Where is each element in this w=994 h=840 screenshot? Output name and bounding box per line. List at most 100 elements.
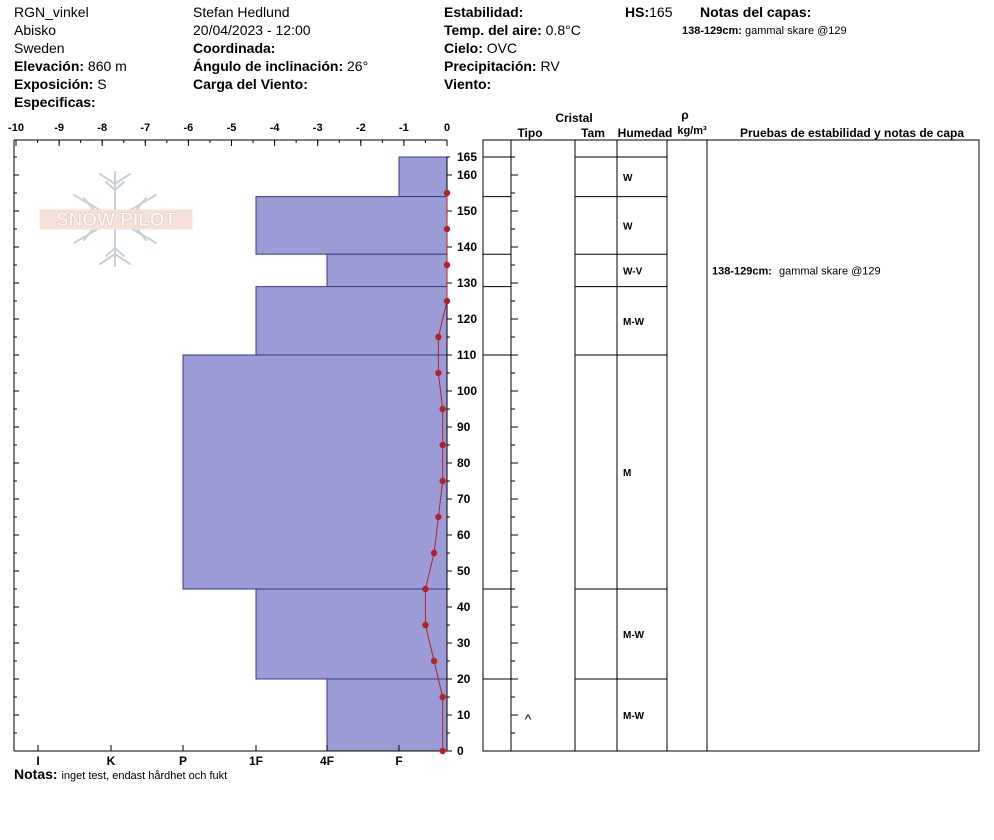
region-name: Abisko — [14, 22, 57, 38]
temp-point — [430, 657, 438, 665]
depth-axis: 0 10 20 30 40 50 60 70 80 90 100 110 120 130 140 150 160… — [14, 150, 477, 758]
temp-point — [439, 405, 446, 413]
hardness-tick-label: I — [36, 754, 39, 768]
depth-tick-label: 80 — [457, 456, 471, 470]
stability-label: Estabilidad: — [444, 4, 524, 20]
temp-tick-label: -3 — [313, 122, 323, 134]
notes-text: inget test, endast hårdhet och fukt — [61, 770, 228, 782]
temp-point — [439, 441, 446, 449]
layer-note-text: gammal skare @129 — [745, 25, 847, 37]
layer-table-frame — [482, 139, 980, 752]
table-note: 138-129cm: gammal skare @129 — [712, 265, 881, 277]
hs-row: HS:165 — [625, 3, 672, 21]
temp-point — [430, 549, 438, 557]
temp-point — [435, 333, 442, 341]
depth-tick-label: 150 — [457, 204, 477, 218]
sky-row: Cielo: OVC — [444, 39, 581, 57]
temperature-profile — [422, 189, 451, 755]
hs-label: HS: — [625, 4, 650, 20]
hardness-layers — [182, 156, 448, 752]
slope-label: Ángulo de inclinación: — [193, 58, 344, 74]
layer-note-summary: 138-129cm: gammal skare @129 — [682, 22, 847, 40]
temp-tick-label: -8 — [97, 122, 107, 134]
temp-tick-label: -5 — [227, 122, 237, 134]
depth-tick-label: 90 — [457, 420, 471, 434]
header-rho: ρ — [681, 108, 688, 122]
depth-tick-label: 120 — [457, 312, 477, 326]
layer-grain-type: ^ — [525, 711, 532, 727]
temp-profile-line — [424, 193, 448, 751]
header-moisture: Humedad — [618, 126, 673, 140]
table-note-range: 138-129cm: — [712, 265, 772, 277]
hardness-layer-bar — [255, 588, 448, 680]
layer-moisture: W — [623, 221, 633, 232]
specifics-row: Especificas: — [14, 93, 127, 111]
depth-tick-label: 160 — [457, 168, 477, 182]
elevation-label: Elevación: — [14, 58, 85, 74]
header-size: Tam — [581, 126, 605, 140]
hardness-tick-label: F — [395, 754, 402, 768]
hardness-tick-label: 1F — [249, 754, 263, 768]
depth-tick-label: 130 — [457, 276, 477, 290]
layer-moisture: W-V — [623, 266, 643, 277]
hardness-tick-label: 4F — [320, 754, 334, 768]
precip-label: Precipitación: — [444, 58, 537, 74]
hardness-layer-bar — [255, 286, 448, 356]
logo-band — [39, 209, 193, 230]
notes-row: Notas: inget test, endast hårdhet och fu… — [14, 765, 227, 785]
temp-point — [443, 225, 451, 233]
temp-tick-label: -9 — [54, 122, 64, 134]
temp-point — [439, 747, 446, 755]
table-depth-ticks — [511, 156, 518, 752]
depth-tick-label: 165 — [457, 150, 477, 164]
temp-tick-label: -4 — [270, 122, 281, 134]
depth-tick-label: 10 — [457, 708, 471, 722]
snowpilot-logo: SNOW PILOT — [39, 171, 193, 267]
temperature-axis: -10 -9 -8 -7 -6 -5 -4 -3 -2 -1 0 — [8, 122, 450, 146]
layer-note-range: 138-129cm: — [682, 25, 742, 37]
temp-tick-label: -10 — [8, 122, 24, 134]
hardness-axis: I K P 1F 4F F — [36, 745, 403, 768]
header-tests: Pruebas de estabilidad y notas de capa — [740, 126, 964, 140]
temp-point — [435, 513, 442, 521]
layer-table-rows: W W W-V M-W M M-W M-W ^ — [483, 156, 667, 727]
layer-table: W W W-V M-W M M-W M-W ^ — [482, 139, 980, 752]
temp-point — [422, 621, 429, 629]
temp-point — [439, 477, 446, 485]
layer-moisture: M — [623, 468, 631, 479]
header-type: Tipo — [517, 126, 542, 140]
wind-row: Viento: — [444, 75, 581, 93]
air-temp-value: 0.8°C — [545, 22, 581, 38]
temp-tick-label: -7 — [140, 122, 150, 134]
layer-moisture: M-W — [623, 630, 645, 641]
wind-label: Viento: — [444, 76, 492, 92]
layer-notes-label: Notas del capas: — [700, 4, 812, 20]
notes-label: Notas: — [14, 766, 58, 782]
depth-tick-label: 0 — [457, 744, 464, 758]
depth-tick-label: 50 — [457, 564, 471, 578]
depth-tick-label: 60 — [457, 528, 471, 542]
coordinates-row: Coordinada: — [193, 39, 368, 57]
temp-tick-label: -6 — [184, 122, 194, 134]
depth-tick-label: 70 — [457, 492, 471, 506]
hardness-layer-bar — [398, 156, 448, 198]
header-col-location: RGN_vinkel Abisko Sweden Elevación: 860 … — [14, 3, 127, 111]
aspect-row: Exposición: S — [14, 75, 127, 93]
hardness-layer-bar — [326, 253, 448, 288]
depth-tick-label: 100 — [457, 384, 477, 398]
depth-tick-label: 30 — [457, 636, 471, 650]
air-temp-row: Temp. del aire: 0.8°C — [444, 21, 581, 39]
country-name: Sweden — [14, 40, 65, 56]
specifics-label: Especificas: — [14, 94, 96, 110]
temp-point — [422, 585, 429, 593]
slope-row: Ángulo de inclinación: 26° — [193, 57, 368, 75]
temp-point — [435, 369, 442, 377]
hardness-tick-label: P — [179, 754, 187, 768]
location-name: RGN_vinkel — [14, 4, 89, 20]
sky-value: OVC — [486, 40, 518, 56]
wind-load-label: Carga del Viento: — [193, 76, 308, 92]
temp-tick-label: -1 — [399, 122, 409, 134]
coordinates-label: Coordinada: — [193, 40, 276, 56]
hardness-tick-label: K — [107, 754, 116, 768]
temp-point — [443, 261, 451, 269]
